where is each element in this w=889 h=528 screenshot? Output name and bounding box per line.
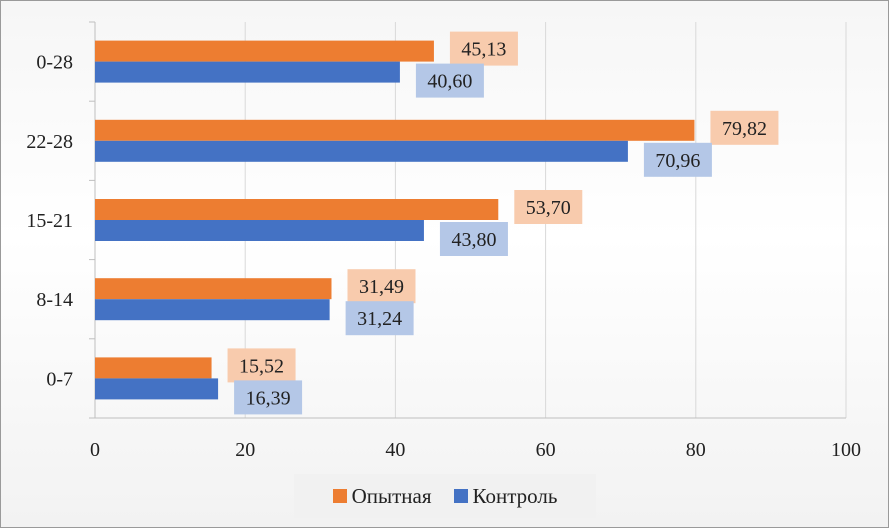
bar [95, 40, 434, 62]
y-category-label: 15-21 [26, 210, 73, 232]
legend-swatch-control [453, 489, 468, 503]
data-label: 45,13 [461, 39, 506, 61]
legend-item-control: Контроль [453, 483, 558, 509]
bar [95, 140, 628, 162]
data-label: 31,49 [359, 276, 404, 298]
bar [95, 119, 695, 141]
bar [95, 357, 212, 379]
legend-item-experimental: Опытная [332, 483, 432, 509]
x-tick-label: 0 [90, 439, 100, 461]
y-category-label: 8-14 [36, 289, 73, 311]
data-label-box [439, 222, 508, 256]
bar [95, 299, 330, 321]
y-category-label: 0-28 [36, 52, 73, 74]
legend-label-control: Контроль [472, 483, 558, 508]
data-label-box [347, 269, 416, 304]
data-label-box [449, 31, 518, 66]
data-label: 15,52 [239, 355, 284, 377]
x-tick-label: 80 [686, 439, 706, 461]
data-label: 43,80 [451, 229, 496, 251]
data-label-box [227, 348, 296, 383]
data-label: 53,70 [526, 197, 571, 219]
bar [95, 220, 424, 241]
y-category-label: 22-28 [26, 131, 73, 153]
data-label-box [345, 301, 414, 336]
x-tick-label: 60 [536, 439, 556, 461]
data-label: 40,60 [427, 71, 472, 93]
data-label-box [710, 110, 779, 145]
legend-label-experimental: Опытная [351, 483, 432, 508]
x-tick-label: 20 [235, 439, 255, 461]
data-label-box [643, 142, 712, 177]
x-tick-label: 100 [831, 439, 861, 461]
data-label: 31,24 [357, 308, 402, 330]
data-label: 16,39 [246, 387, 291, 409]
bar [95, 61, 400, 83]
bar [95, 378, 219, 400]
data-label-box [514, 190, 583, 224]
bar [95, 278, 332, 300]
data-label-box [415, 63, 484, 98]
data-label-box [234, 380, 303, 415]
x-tick-label: 40 [385, 439, 405, 461]
data-label: 79,82 [722, 118, 767, 140]
legend: Опытная Контроль [294, 474, 596, 518]
legend-swatch-experimental [332, 489, 347, 503]
data-label: 70,96 [655, 150, 700, 172]
y-category-label: 0-7 [46, 368, 73, 390]
bar [95, 199, 499, 220]
